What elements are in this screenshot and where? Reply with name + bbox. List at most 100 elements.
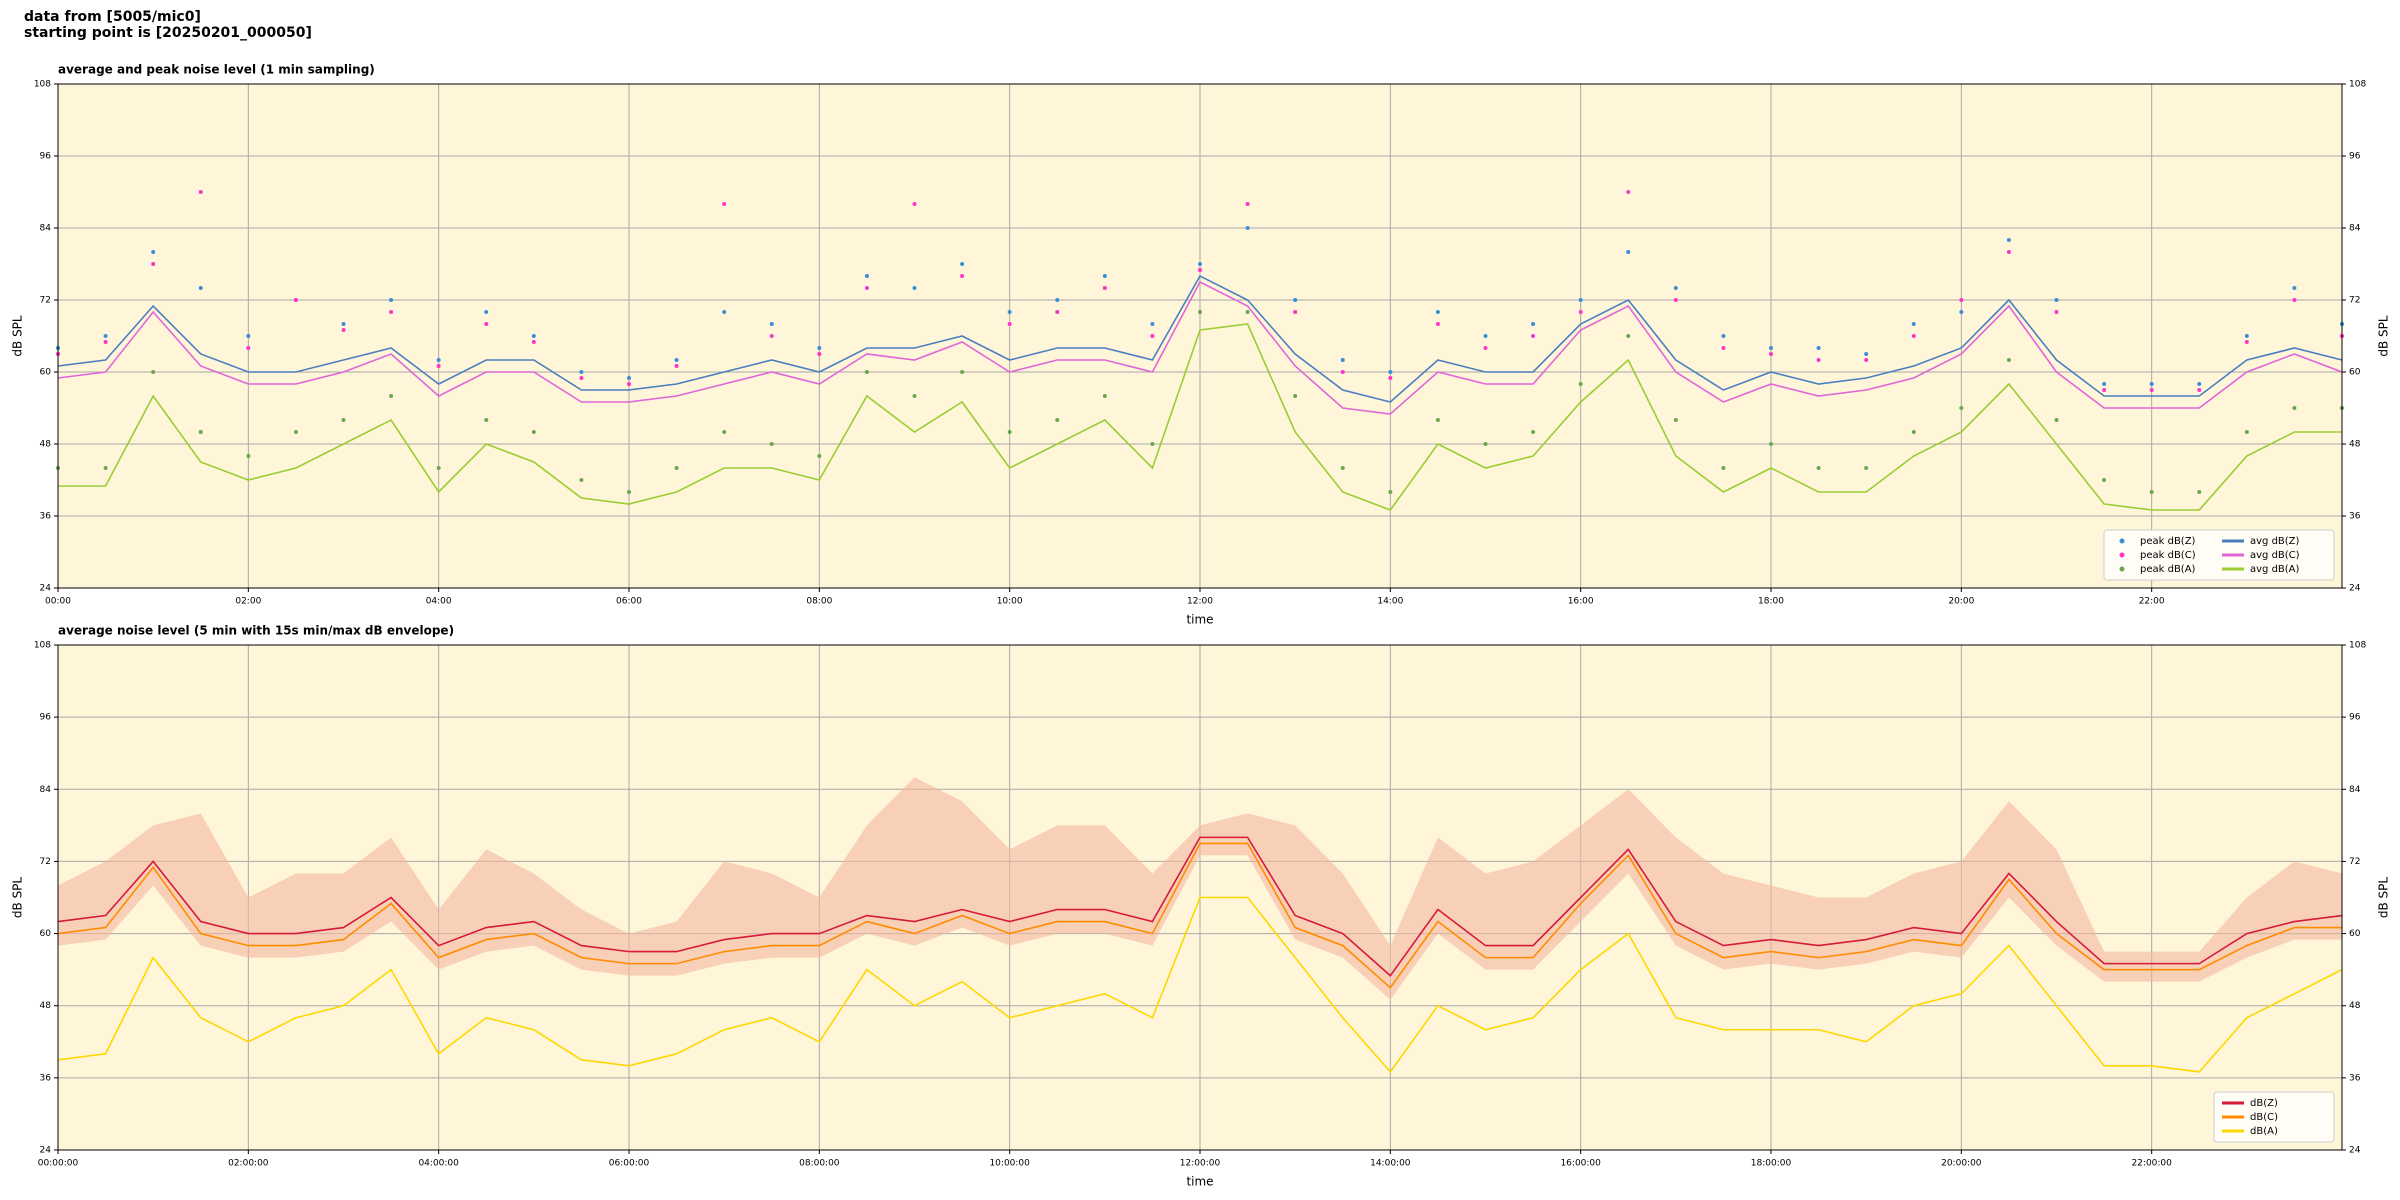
peak-point bbox=[1198, 310, 1202, 314]
peak-point bbox=[1483, 334, 1488, 338]
x-tick-label: 00:00:00 bbox=[38, 1159, 79, 1169]
peak-point bbox=[817, 454, 822, 458]
chart-title: average and peak noise level (1 min samp… bbox=[58, 63, 375, 77]
peak-point bbox=[817, 352, 822, 356]
peak-point bbox=[1245, 310, 1250, 314]
peak-point bbox=[341, 328, 346, 332]
peak-point bbox=[2149, 382, 2154, 386]
peak-point bbox=[1102, 274, 1107, 278]
legend-marker bbox=[2119, 538, 2125, 544]
y-tick-label: 48 bbox=[2349, 440, 2361, 450]
peak-point bbox=[1864, 358, 1869, 362]
y-tick-label: 108 bbox=[2349, 641, 2366, 651]
y-tick-label: 96 bbox=[2349, 152, 2361, 162]
x-tick-label: 18:00:00 bbox=[1751, 1159, 1792, 1169]
peak-point bbox=[627, 382, 631, 386]
x-axis-label: time bbox=[1186, 1175, 1213, 1189]
series-line bbox=[57, 836, 2343, 977]
peak-point bbox=[389, 310, 394, 314]
peak-point bbox=[864, 370, 869, 374]
peak-point bbox=[341, 418, 346, 422]
peak-point bbox=[389, 394, 394, 398]
peak-point bbox=[912, 394, 917, 398]
chart-title: average noise level (5 min with 15s min/… bbox=[58, 624, 454, 638]
peak-point bbox=[1388, 490, 1393, 494]
peak-point bbox=[1959, 406, 1964, 410]
y-tick-label: 72 bbox=[40, 857, 51, 867]
y-tick-label: 48 bbox=[40, 440, 52, 450]
peak-point bbox=[1055, 418, 1060, 422]
peak-point bbox=[1911, 334, 1916, 338]
peak-point bbox=[2149, 490, 2154, 494]
peak-point bbox=[960, 274, 965, 278]
series-line bbox=[57, 842, 2342, 989]
peak-point bbox=[1531, 430, 1536, 434]
peak-point bbox=[2197, 382, 2202, 386]
peak-point bbox=[1531, 334, 1536, 338]
peak-point bbox=[2102, 382, 2107, 386]
legend-label: avg dB(Z) bbox=[2250, 536, 2300, 547]
peak-point bbox=[484, 310, 489, 314]
y-tick-label: 24 bbox=[40, 1146, 52, 1156]
peak-point bbox=[912, 286, 917, 290]
peak-point bbox=[1293, 394, 1298, 398]
peak-point bbox=[2197, 490, 2202, 494]
y-tick-label: 36 bbox=[40, 512, 52, 522]
series-line bbox=[57, 896, 2343, 1074]
y-axis-label: dB SPL bbox=[11, 877, 25, 919]
y-tick-label: 72 bbox=[2349, 857, 2360, 867]
peak-point bbox=[1102, 286, 1107, 290]
peak-point bbox=[2197, 388, 2202, 392]
peak-point bbox=[151, 262, 156, 266]
peak-point bbox=[293, 430, 298, 434]
legend-marker bbox=[2119, 552, 2125, 558]
y-tick-label: 84 bbox=[2349, 785, 2361, 795]
peak-point bbox=[1340, 358, 1345, 362]
x-tick-label: 04:00:00 bbox=[418, 1159, 459, 1169]
peak-point bbox=[579, 478, 584, 482]
y-tick-label: 36 bbox=[2349, 512, 2361, 522]
peak-point bbox=[531, 334, 536, 338]
x-tick-label: 20:00 bbox=[1948, 597, 1974, 607]
x-tick-label: 00:00 bbox=[45, 597, 71, 607]
peak-point bbox=[1673, 298, 1678, 302]
header-line: starting point is [20250201_000050] bbox=[24, 25, 312, 41]
peak-point bbox=[912, 202, 917, 206]
peak-point bbox=[531, 430, 536, 434]
peak-point bbox=[1340, 370, 1345, 374]
x-tick-label: 08:00 bbox=[806, 597, 832, 607]
legend-label: dB(A) bbox=[2250, 1126, 2278, 1137]
legend-label: dB(Z) bbox=[2250, 1098, 2278, 1109]
peak-point bbox=[1007, 322, 1012, 326]
x-tick-label: 16:00 bbox=[1568, 597, 1594, 607]
peak-point bbox=[103, 340, 108, 344]
peak-point bbox=[531, 340, 536, 344]
peak-point bbox=[1816, 346, 1821, 350]
peak-point bbox=[1911, 322, 1916, 326]
peak-point bbox=[1864, 466, 1869, 470]
peak-point bbox=[1531, 322, 1536, 326]
y-tick-label: 96 bbox=[2349, 713, 2361, 723]
peak-point bbox=[1864, 352, 1869, 356]
x-tick-label: 08:00:00 bbox=[799, 1159, 840, 1169]
x-tick-label: 10:00:00 bbox=[989, 1159, 1030, 1169]
legend-label: dB(C) bbox=[2250, 1112, 2278, 1123]
peak-point bbox=[1721, 334, 1726, 338]
header-line: data from [5005/mic0] bbox=[24, 9, 201, 25]
legend-marker bbox=[2119, 566, 2125, 572]
y-tick-label: 72 bbox=[40, 296, 51, 306]
peak-point bbox=[293, 298, 298, 302]
x-tick-label: 02:00:00 bbox=[228, 1159, 269, 1169]
peak-point bbox=[1198, 262, 1202, 266]
y-tick-label: 60 bbox=[2349, 368, 2361, 378]
y-tick-label: 108 bbox=[34, 641, 51, 651]
peak-point bbox=[1721, 346, 1726, 350]
peak-point bbox=[674, 358, 679, 362]
x-tick-label: 22:00:00 bbox=[2131, 1159, 2172, 1169]
y-tick-label: 24 bbox=[2349, 1146, 2361, 1156]
peak-point bbox=[1388, 376, 1393, 380]
x-axis-label: time bbox=[1186, 613, 1213, 627]
peak-point bbox=[960, 262, 965, 266]
peak-point bbox=[1578, 298, 1583, 302]
peak-point bbox=[2292, 286, 2297, 290]
